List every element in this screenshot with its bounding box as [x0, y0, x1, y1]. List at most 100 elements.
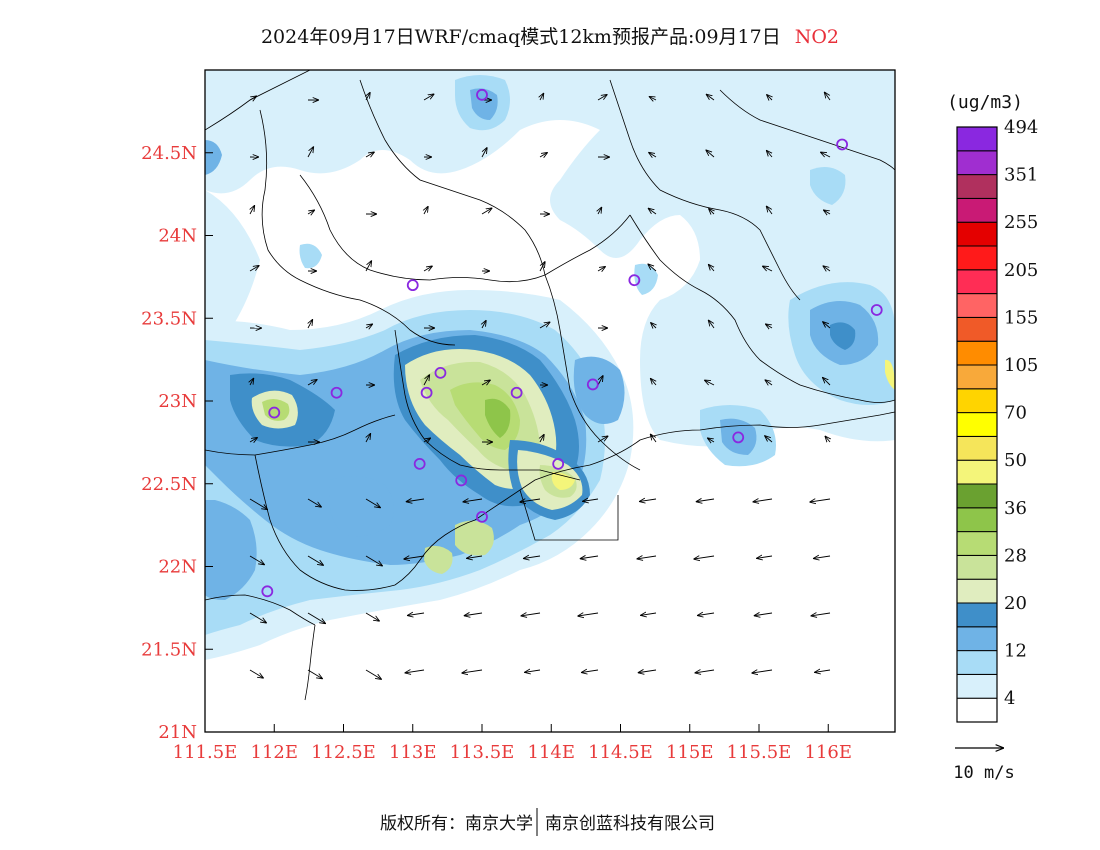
wind-arrow	[648, 152, 657, 157]
wind-arrow	[307, 555, 324, 565]
lat-tick-label: 21.5N	[141, 639, 197, 660]
wind-arrow	[482, 320, 486, 329]
lon-tick-label: 116E	[805, 742, 853, 763]
wind-arrow	[403, 556, 425, 559]
wind-arrow	[423, 374, 430, 386]
wind-arrow	[365, 152, 375, 157]
lon-tick-label: 112E	[251, 742, 299, 763]
wind-arrow	[365, 498, 381, 508]
wind-arrow	[519, 499, 541, 502]
wind-arrow	[695, 670, 715, 673]
wind-arrow	[481, 380, 491, 385]
lon-tick-label: 115.5E	[727, 742, 792, 763]
colorbar-unit: (ug/m3)	[947, 92, 1023, 113]
colorbar-swatch	[956, 174, 998, 199]
colorbar-label: 50	[1004, 450, 1027, 471]
colorbar-swatch	[956, 602, 998, 628]
wind-arrow	[539, 322, 550, 329]
wind-arrow	[461, 670, 483, 673]
wind-arrow	[708, 208, 714, 214]
wind-arrow	[466, 556, 483, 558]
species-label: NO2	[795, 26, 839, 48]
wind-arrow	[649, 96, 657, 100]
wind-arrow	[708, 320, 715, 329]
wind-arrow	[822, 321, 831, 329]
wind-arrow	[250, 205, 255, 215]
wind-arrow	[811, 613, 831, 616]
wind-arrow	[764, 435, 773, 443]
station-marker	[330, 386, 343, 399]
wind-arrow	[539, 261, 545, 272]
wind-arrow	[539, 152, 548, 157]
wind-arrow	[524, 670, 541, 672]
lon-tick-label: 115E	[666, 742, 714, 763]
wind-arrow	[581, 670, 599, 673]
colorbar-swatch	[956, 650, 998, 675]
colorbar-label: 351	[1004, 165, 1038, 186]
wind-arrow	[405, 670, 425, 673]
colorbar-swatch	[956, 459, 998, 485]
longitude-axis: 111.5E 112E 112.5E 113E 113.5E 114E 114.5E 115E…	[173, 724, 852, 763]
wind-arrow	[308, 319, 313, 329]
lat-tick-label: 24.5N	[141, 143, 197, 164]
wind-arrow	[481, 147, 487, 158]
wind-arrow	[365, 612, 380, 621]
colorbar-swatch	[956, 412, 998, 437]
wind-arrow	[640, 613, 657, 615]
wind-arrow	[365, 324, 373, 328]
wind-arrow	[648, 208, 657, 215]
wind-arrow	[366, 433, 371, 443]
wind-arrow	[650, 434, 657, 443]
wind-arrow	[762, 266, 773, 271]
station-marker	[476, 88, 488, 101]
station-marker	[870, 304, 883, 316]
wind-arrow	[365, 260, 372, 272]
footer-company: 南京创蓝科技有限公司	[545, 814, 715, 834]
wind-arrow	[693, 556, 715, 559]
wind-arrow	[249, 612, 267, 623]
wind-arrow	[753, 499, 773, 502]
wind-arrow	[540, 434, 544, 443]
wind-arrow	[540, 93, 544, 101]
wind-arrow	[424, 206, 428, 215]
colorbar-label: 70	[1004, 403, 1027, 424]
colorbar-label: 36	[1004, 498, 1027, 519]
wind-arrow	[708, 264, 714, 272]
wind-reference-label: 10 m/s	[953, 763, 1014, 783]
wind-arrow	[754, 613, 773, 616]
wind-arrow	[582, 499, 599, 501]
wind-arrow	[307, 498, 322, 507]
colorbar-swatch	[956, 269, 998, 295]
wind-arrow	[766, 94, 772, 100]
map-panel: 111.5E 112E 112.5E 113E 113.5E 114E 114.5E 115E…	[141, 69, 896, 763]
wind-arrow	[366, 92, 370, 101]
wind-arrow	[598, 207, 602, 215]
colorbar-swatch	[956, 483, 998, 509]
colorbar-swatch	[956, 554, 998, 580]
figure-title: 2024年09月17日WRF/cmaq模式12km预报产品:09月17日 NO2	[261, 26, 839, 48]
copyright-footer: 版权所有：南京大学 南京创蓝科技有限公司	[380, 808, 715, 836]
wind-arrow	[307, 146, 314, 158]
wind-vectors	[250, 92, 830, 680]
wind-arrow	[823, 266, 831, 271]
lat-tick-label: 23.5N	[141, 308, 197, 329]
lon-tick-label: 114.5E	[588, 742, 653, 763]
wind-arrow	[766, 206, 773, 215]
colorbar-swatch	[956, 578, 998, 604]
wind-arrow	[597, 266, 606, 271]
wind-arrow	[704, 380, 715, 385]
wind-arrow	[249, 437, 258, 442]
lon-tick-label: 113.5E	[450, 742, 515, 763]
colorbar-swatch	[956, 388, 998, 414]
station-marker	[586, 378, 599, 391]
wind-arrow	[766, 150, 772, 158]
colorbar-swatch	[956, 435, 998, 461]
wind-arrow	[639, 499, 657, 502]
station-marker	[628, 274, 641, 287]
colorbar-swatch	[956, 507, 998, 533]
lat-tick-label: 22.5N	[141, 474, 197, 495]
colorbar-swatch	[956, 245, 998, 271]
wind-arrow	[406, 499, 425, 502]
wind-arrow	[423, 438, 431, 442]
